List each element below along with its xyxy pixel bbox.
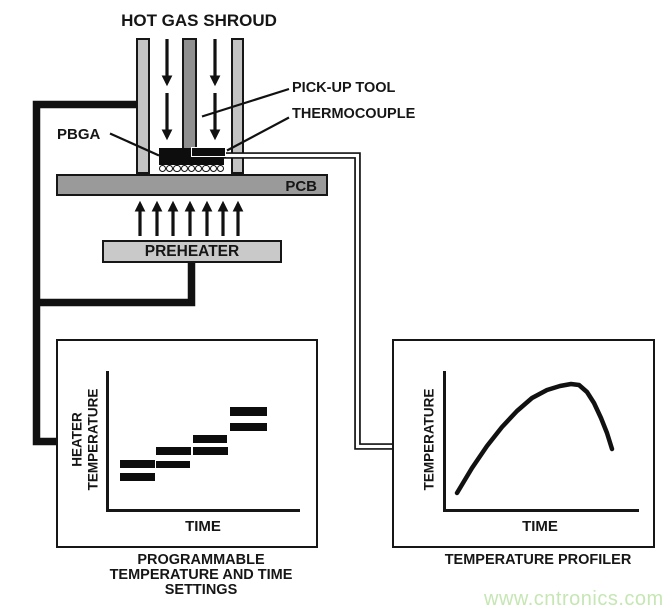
pcb-bar: PCB	[56, 174, 328, 196]
watermark: www.cntronics.com	[484, 588, 664, 610]
pickup-tool-pointer-line	[201, 87, 290, 118]
pickup-tool-shaft	[182, 38, 197, 150]
settings-chart-bars	[58, 341, 316, 546]
shroud-left-wall	[136, 38, 150, 174]
solder-ball	[202, 164, 210, 172]
caption-line: TEMPERATURE AND TIME	[109, 566, 293, 583]
setpoint-bar-lower-setpoint	[193, 447, 228, 455]
setpoint-bar-upper-setpoint	[120, 460, 155, 468]
setpoint-bar-upper-setpoint	[156, 447, 191, 455]
setpoint-bar-lower-setpoint	[156, 461, 190, 468]
preheater-label: PREHEATER	[144, 243, 240, 260]
profiler-chart: TEMPERATURE TIME	[392, 339, 655, 548]
setpoint-bar-upper-setpoint	[193, 435, 227, 443]
pickup-tool-label: PICK-UP TOOL	[292, 80, 396, 96]
control-line-preheater	[40, 262, 196, 307]
setpoint-bar-upper-setpoint	[230, 407, 267, 416]
settings-chart: HEATER TEMPERATURE TIME	[56, 339, 318, 548]
thermocouple-tip	[191, 147, 226, 157]
setpoint-bar-lower-setpoint	[230, 423, 267, 431]
shroud-right-wall	[231, 38, 244, 174]
preheater-bar: PREHEATER	[102, 240, 282, 263]
caption-line: PROGRAMMABLE	[137, 552, 265, 568]
caption-line: SETTINGS	[164, 581, 238, 598]
profiler-chart-caption: TEMPERATURE PROFILER	[444, 552, 632, 568]
diagram-title: HOT GAS SHROUD	[121, 11, 277, 30]
pbga-label: PBGA	[57, 126, 101, 143]
settings-chart-axes	[106, 371, 300, 512]
solder-ball	[159, 164, 167, 172]
thermocouple-label: THERMOCOUPLE	[292, 106, 416, 122]
solder-ball	[195, 164, 203, 172]
settings-chart-xlabel: TIME	[185, 518, 221, 535]
solder-ball	[209, 164, 217, 172]
solder-ball	[180, 164, 188, 172]
pbga-pointer-line	[109, 132, 160, 157]
solder-ball	[166, 164, 174, 172]
solder-ball	[216, 164, 224, 172]
profiler-chart-ylabel: TEMPERATURE	[421, 388, 437, 491]
solder-balls	[159, 164, 224, 173]
settings-chart-caption: PROGRAMMABLE TEMPERATURE AND TIME SETTIN…	[76, 553, 326, 597]
solder-ball	[187, 164, 196, 172]
profiler-chart-xlabel: TIME	[522, 518, 558, 535]
setpoint-bar-lower-setpoint	[120, 473, 155, 481]
solder-ball	[173, 164, 181, 172]
preheat-flow-arrows	[134, 200, 244, 236]
pcb-label: PCB	[285, 178, 317, 195]
profiler-chart-axes	[443, 371, 639, 512]
